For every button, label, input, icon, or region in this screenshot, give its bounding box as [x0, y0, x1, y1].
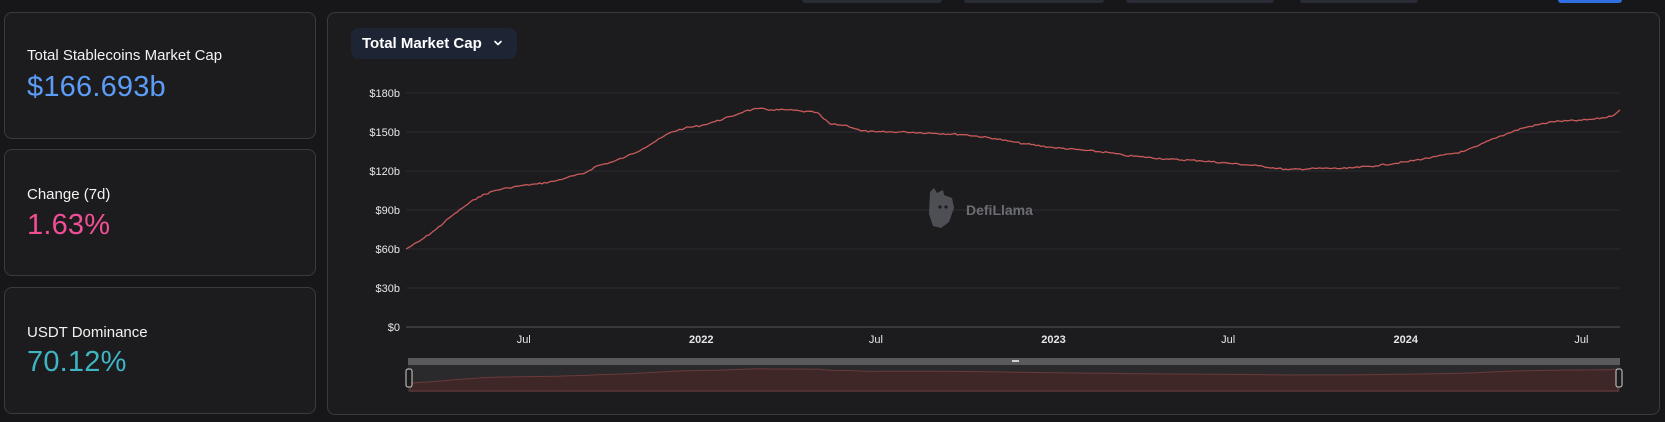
- metric-select[interactable]: Total Market Cap: [351, 28, 517, 59]
- brush-area: [409, 368, 1619, 392]
- y-tick-label: $60b: [376, 244, 400, 256]
- stat-label: USDT Dominance: [27, 324, 148, 341]
- x-tick-label: 2024: [1394, 334, 1419, 346]
- brush-grip-icon[interactable]: [1012, 360, 1019, 362]
- x-tick-label: Jul: [869, 334, 883, 346]
- y-tick-label: $150b: [369, 127, 400, 139]
- brush-handle-right[interactable]: [1615, 368, 1623, 388]
- stat-card-usdt-dominance: USDT Dominance 70.12%: [4, 287, 316, 414]
- top-tab[interactable]: [802, 0, 942, 3]
- grid-lines: [406, 92, 1620, 328]
- stat-card-change-7d: Change (7d) 1.63%: [4, 149, 316, 276]
- top-tab[interactable]: [1126, 0, 1274, 3]
- x-tick-label: 2022: [689, 334, 713, 346]
- x-tick-label: Jul: [1574, 334, 1588, 346]
- y-tick-label: $90b: [376, 205, 400, 217]
- y-tick-label: $120b: [369, 166, 400, 178]
- stat-card-total-market-cap: Total Stablecoins Market Cap $166.693b: [4, 12, 316, 139]
- brush-handle-left[interactable]: [405, 368, 413, 388]
- top-tab[interactable]: [964, 0, 1104, 3]
- x-axis-ticks: Jul 2022 Jul 2023 Jul 2024 Jul: [517, 334, 1589, 346]
- y-tick-label: $180b: [369, 88, 400, 100]
- watermark-text: DefiLlama: [966, 202, 1033, 218]
- top-tab[interactable]: [1300, 0, 1418, 3]
- stat-value: 1.63%: [27, 209, 111, 241]
- x-tick-label: Jul: [517, 334, 531, 346]
- stat-label: Total Stablecoins Market Cap: [27, 47, 223, 64]
- stat-label: Change (7d): [27, 186, 111, 203]
- range-brush[interactable]: [405, 358, 1623, 392]
- chevron-down-icon: [494, 40, 502, 46]
- llama-logo-icon: [929, 188, 954, 228]
- y-tick-label: $0: [388, 322, 400, 334]
- stat-value: $166.693b: [27, 71, 166, 103]
- series-line-total-market-cap: [405, 107, 1621, 250]
- y-axis-ticks: $0 $30b $60b $90b $120b $150b $180b: [369, 88, 400, 334]
- x-tick-label: 2023: [1041, 334, 1065, 346]
- stat-value: 70.12%: [27, 346, 127, 378]
- y-tick-label: $30b: [376, 283, 400, 295]
- x-tick-label: Jul: [1221, 334, 1235, 346]
- metric-select-label: Total Market Cap: [362, 35, 482, 52]
- watermark: DefiLlama: [929, 188, 1033, 228]
- top-tab-active[interactable]: [1558, 0, 1622, 3]
- chart-panel: [327, 12, 1660, 415]
